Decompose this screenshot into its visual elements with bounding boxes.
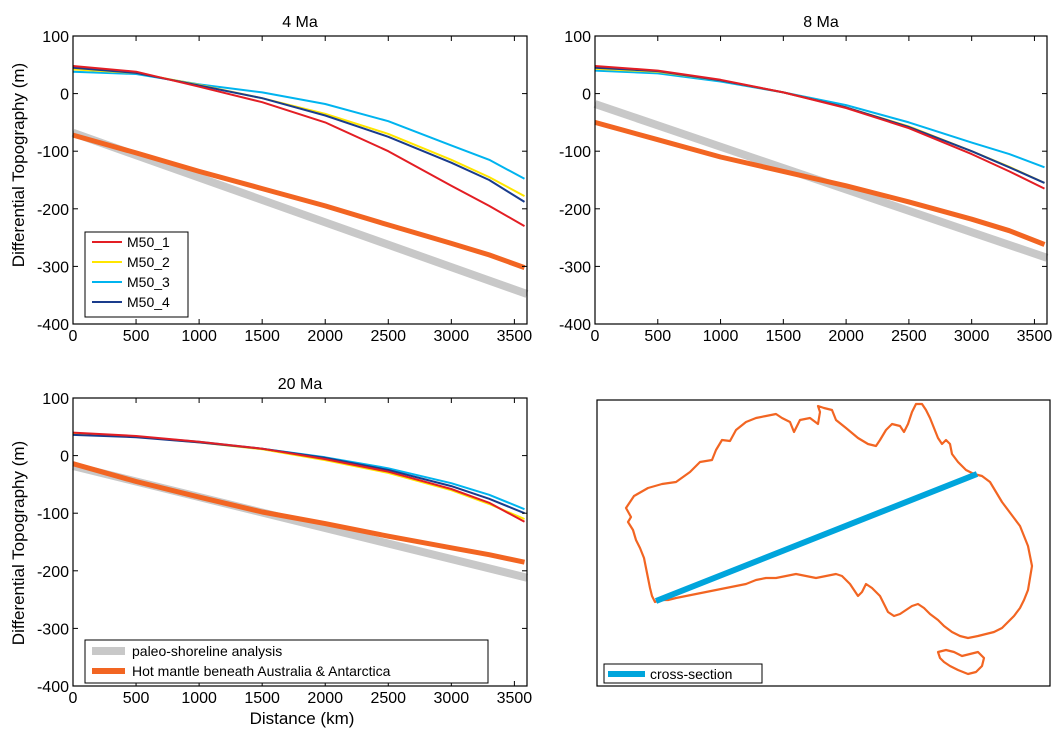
y-tick-label: 100 [42, 391, 69, 408]
series-line-paleo [71, 129, 529, 298]
tasmania-outline [936, 648, 986, 676]
x-tick-label: 2500 [370, 690, 406, 707]
y-tick-label: -200 [37, 564, 69, 581]
legend-label-hot: Hot mantle beneath Australia & Antarctic… [132, 663, 391, 679]
x-tick-label: 1500 [244, 328, 280, 345]
series-line-m50-2 [72, 432, 525, 520]
x-tick-label: 2000 [307, 328, 343, 345]
map-legend: cross-section [603, 663, 763, 684]
series-line-m50-3 [72, 433, 525, 511]
y-tick-label: 100 [42, 29, 69, 46]
legend-observations: paleo-shoreline analysis Hot mantle bene… [84, 639, 489, 684]
y-tick-label: -400 [37, 679, 69, 696]
x-tick-label: 0 [69, 328, 78, 345]
y-tick-label: -300 [559, 259, 591, 276]
series-line-m50-1 [72, 65, 525, 227]
x-tick-label: 2000 [307, 690, 343, 707]
x-tick-label: 1000 [181, 690, 217, 707]
x-tick-label: 500 [644, 328, 671, 345]
x-axis-label: Distance (km) [250, 709, 355, 728]
x-tick-label: 2000 [828, 328, 864, 345]
series-line-m50-3 [594, 69, 1045, 169]
x-tick-label: 500 [123, 328, 150, 345]
x-tick-label: 1000 [181, 328, 217, 345]
y-tick-label: -200 [37, 202, 69, 219]
y-tick-label: -100 [37, 144, 69, 161]
y-tick-label: 0 [60, 87, 69, 104]
series-line-m50-1 [72, 431, 525, 523]
x-tick-label: 3000 [954, 328, 990, 345]
map-frame [596, 399, 1051, 687]
legend-label-m50-1: M50_1 [127, 234, 170, 250]
x-tick-label: 3500 [1017, 328, 1053, 345]
chart-20ma: 0 500 1000 1500 2000 2500 3000 35001000-100-200… [37, 376, 532, 707]
x-tick-label: 3500 [497, 328, 533, 345]
legend-label-cross-section: cross-section [650, 666, 732, 682]
y-tick-label: -300 [37, 259, 69, 276]
y-tick-label: -300 [37, 621, 69, 638]
y-tick-label: -200 [559, 202, 591, 219]
x-tick-label: 1500 [766, 328, 802, 345]
x-tick-label: 2500 [370, 328, 406, 345]
plot-frame [72, 35, 528, 325]
x-tick-label: 3000 [434, 328, 470, 345]
series-line-hot [594, 119, 1046, 247]
chart-title: 8 Ma [803, 14, 839, 31]
map-panel: cross-section [596, 399, 1051, 687]
x-tick-label: 3500 [497, 690, 533, 707]
x-tick-label: 1000 [703, 328, 739, 345]
legend-models: M50_1 M50_2 M50_3 M50_4 [84, 231, 189, 318]
legend-label-paleo: paleo-shoreline analysis [132, 643, 282, 659]
australia-outline [624, 402, 1034, 640]
plot-frame [594, 35, 1048, 325]
chart-title: 20 Ma [278, 376, 323, 393]
y-tick-label: 0 [582, 87, 591, 104]
y-tick-label: 100 [564, 29, 591, 46]
chart-4ma: 0 500 1000 1500 2000 2500 3000 35001000-100-200… [37, 14, 532, 345]
series-line-m50-2 [72, 68, 525, 197]
series-line-hot [72, 132, 526, 270]
legend-label-m50-3: M50_3 [127, 274, 170, 290]
y-tick-label: 0 [60, 449, 69, 466]
x-tick-label: 3000 [434, 690, 470, 707]
y-tick-label: -400 [559, 317, 591, 334]
y-axis-label-bottom: Differential Topography (m) [9, 441, 28, 645]
y-tick-label: -400 [37, 317, 69, 334]
x-tick-label: 0 [591, 328, 600, 345]
chart-title: 4 Ma [282, 14, 318, 31]
legend-label-m50-4: M50_4 [127, 294, 170, 310]
legend-label-m50-2: M50_2 [127, 254, 170, 270]
x-tick-label: 2500 [891, 328, 927, 345]
x-tick-label: 500 [123, 690, 150, 707]
x-tick-label: 0 [69, 690, 78, 707]
y-axis-label-top: Differential Topography (m) [9, 63, 28, 267]
plot-frame [72, 397, 528, 687]
y-tick-label: -100 [559, 144, 591, 161]
x-tick-label: 1500 [244, 690, 280, 707]
chart-8ma: 0 500 1000 1500 2000 2500 3000 35001000-100-200… [559, 14, 1052, 345]
y-tick-label: -100 [37, 506, 69, 523]
series-line-m50-4 [72, 66, 526, 203]
series-line-m50-1 [594, 65, 1045, 190]
series-line-hot [72, 461, 526, 565]
series-line-m50-4 [72, 433, 525, 515]
cross-section-line [654, 471, 979, 604]
